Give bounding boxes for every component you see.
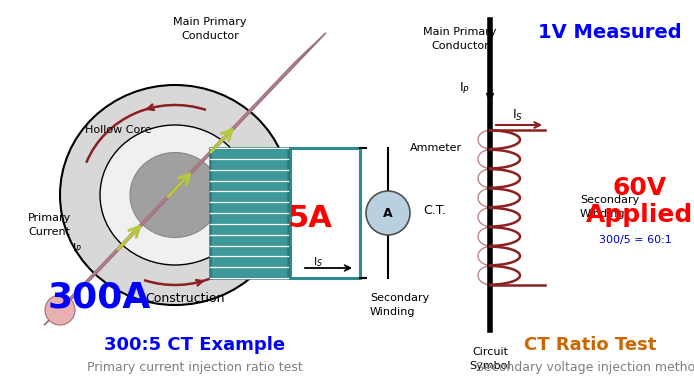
Text: 60V: 60V [613, 176, 667, 200]
Text: A: A [383, 207, 393, 220]
Text: Primary: Primary [28, 213, 71, 223]
Ellipse shape [130, 152, 220, 238]
Text: Main Primary: Main Primary [174, 17, 247, 27]
Text: Winding: Winding [580, 209, 625, 219]
Ellipse shape [60, 85, 290, 305]
Text: Applied: Applied [586, 203, 693, 227]
Ellipse shape [100, 125, 250, 265]
Text: Primary current injection ratio test: Primary current injection ratio test [87, 361, 303, 374]
Text: 300/5 = 60:1: 300/5 = 60:1 [599, 235, 671, 245]
Text: Winding: Winding [370, 307, 416, 317]
Text: CT Ratio Test: CT Ratio Test [524, 336, 657, 354]
Text: C.T.: C.T. [423, 203, 446, 216]
Text: 1V Measured: 1V Measured [538, 22, 682, 42]
Text: Current: Current [28, 227, 70, 237]
Text: I$_P$: I$_P$ [459, 80, 470, 96]
Text: 300:5 CT Example: 300:5 CT Example [104, 336, 285, 354]
Text: Hollow Core: Hollow Core [85, 125, 151, 135]
Text: I$_S$: I$_S$ [313, 255, 323, 269]
Circle shape [366, 191, 410, 235]
Polygon shape [210, 148, 288, 278]
Text: Secondary voltage injection method: Secondary voltage injection method [477, 361, 694, 374]
Text: Secondary: Secondary [370, 293, 430, 303]
Text: Main Primary: Main Primary [423, 27, 497, 37]
Text: Symbol: Symbol [469, 361, 511, 371]
Polygon shape [44, 33, 326, 325]
Text: Conductor: Conductor [181, 31, 239, 41]
Text: 300A: 300A [48, 281, 151, 315]
Text: Circuit: Circuit [472, 347, 508, 357]
Text: Ammeter: Ammeter [410, 143, 462, 153]
Ellipse shape [45, 295, 75, 325]
Text: Construction: Construction [145, 292, 224, 305]
Text: Secondary: Secondary [580, 195, 639, 205]
Text: 5A: 5A [287, 203, 332, 232]
Text: I$_S$: I$_S$ [512, 107, 523, 123]
Text: I$_P$: I$_P$ [72, 241, 82, 255]
Text: Conductor: Conductor [431, 41, 489, 51]
Polygon shape [44, 54, 304, 325]
